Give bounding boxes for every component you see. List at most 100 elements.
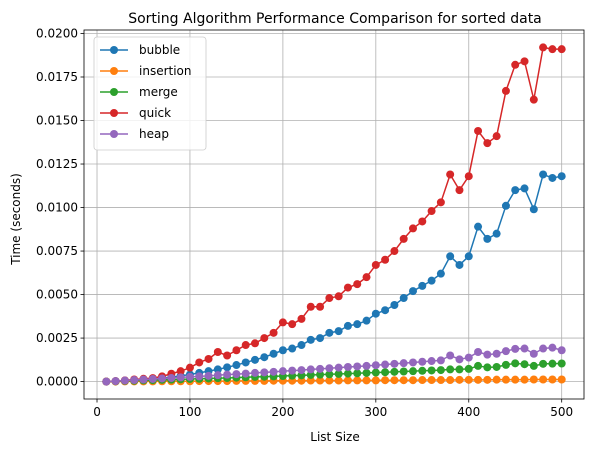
data-point-bubble — [464, 252, 473, 261]
data-point-heap — [195, 372, 204, 381]
data-point-heap — [204, 371, 213, 380]
legend: bubble insertion merge quick heap — [93, 36, 207, 151]
data-point-heap — [213, 371, 222, 380]
data-point-heap — [399, 359, 408, 368]
data-point-bubble — [381, 306, 390, 315]
x-tick-label: 0 — [93, 405, 101, 419]
data-point-quick — [353, 280, 362, 289]
data-point-heap — [334, 363, 343, 372]
data-point-heap — [251, 368, 260, 377]
data-point-bubble — [511, 186, 520, 195]
data-point-bubble — [213, 365, 222, 374]
legend-item-merge: merge — [100, 85, 178, 99]
data-point-heap — [492, 349, 501, 358]
data-point-merge — [418, 366, 427, 375]
data-point-quick — [278, 318, 287, 327]
data-point-merge — [501, 360, 510, 369]
data-point-bubble — [371, 309, 380, 318]
data-point-heap — [427, 357, 436, 366]
data-point-quick — [241, 341, 250, 350]
data-point-insertion — [325, 376, 334, 385]
legend-item-heap: heap — [100, 127, 169, 141]
data-point-quick — [288, 320, 297, 329]
data-point-quick — [223, 351, 232, 360]
data-point-bubble — [241, 358, 250, 367]
data-point-insertion — [371, 376, 380, 385]
data-point-merge — [325, 370, 334, 379]
legend-label: quick — [139, 106, 171, 120]
data-point-heap — [241, 369, 250, 378]
legend-item-bubble: bubble — [100, 43, 180, 57]
series-layer — [102, 43, 566, 386]
data-point-heap — [278, 367, 287, 376]
data-point-bubble — [251, 355, 260, 364]
data-point-bubble — [288, 344, 297, 353]
data-point-quick — [474, 126, 483, 135]
data-point-bubble — [492, 229, 501, 238]
data-point-bubble — [483, 234, 492, 243]
data-point-heap — [520, 344, 529, 353]
data-point-merge — [455, 365, 464, 374]
data-point-quick — [511, 60, 520, 69]
data-point-insertion — [474, 375, 483, 384]
data-point-quick — [557, 45, 566, 54]
data-point-heap — [232, 370, 241, 379]
data-point-heap — [418, 357, 427, 366]
grid-layer — [84, 30, 584, 399]
data-point-bubble — [269, 349, 278, 358]
data-point-heap — [548, 343, 557, 352]
x-tick-label: 400 — [457, 405, 480, 419]
data-point-heap — [455, 355, 464, 364]
legend-marker — [110, 67, 118, 75]
y-tick-label: 0.0000 — [36, 375, 78, 389]
data-point-insertion — [343, 376, 352, 385]
y-tick-label: 0.0200 — [36, 26, 78, 40]
data-point-merge — [492, 362, 501, 371]
data-point-merge — [464, 364, 473, 373]
data-point-quick — [232, 346, 241, 355]
data-point-merge — [520, 360, 529, 369]
y-tick-label: 0.0175 — [36, 70, 78, 84]
data-point-heap — [511, 344, 520, 353]
data-point-bubble — [297, 341, 306, 350]
data-point-heap — [111, 377, 120, 386]
data-point-bubble — [408, 287, 417, 296]
data-point-quick — [195, 358, 204, 367]
data-point-heap — [167, 373, 176, 382]
data-point-heap — [390, 359, 399, 368]
data-point-bubble — [501, 201, 510, 210]
y-ticks: 0.0000 0.0025 0.0050 0.0075 0.0100 0.0125 0.01… — [36, 26, 84, 389]
data-point-heap — [408, 358, 417, 367]
chart-title: Sorting Algorithm Performance Comparison… — [128, 11, 542, 27]
x-axis-label: List Size — [310, 430, 359, 444]
data-point-quick — [539, 43, 548, 52]
data-point-merge — [306, 370, 315, 379]
y-tick-label: 0.0100 — [36, 201, 78, 215]
data-point-quick — [269, 328, 278, 337]
data-point-merge — [408, 367, 417, 376]
data-point-merge — [390, 367, 399, 376]
legend-label: bubble — [139, 43, 180, 57]
data-point-heap — [185, 372, 194, 381]
x-tick-label: 200 — [271, 405, 294, 419]
data-point-quick — [325, 294, 334, 303]
data-point-insertion — [334, 376, 343, 385]
data-point-merge — [343, 369, 352, 378]
data-point-insertion — [511, 375, 520, 384]
data-point-quick — [520, 57, 529, 66]
data-point-insertion — [501, 375, 510, 384]
data-point-quick — [306, 302, 315, 311]
data-point-heap — [557, 346, 566, 355]
data-point-heap — [288, 366, 297, 375]
data-point-quick — [501, 86, 510, 95]
x-tick-label: 300 — [364, 405, 387, 419]
data-point-merge — [529, 361, 538, 370]
data-point-quick — [418, 217, 427, 226]
data-point-bubble — [520, 184, 529, 193]
data-point-merge — [371, 368, 380, 377]
data-point-bubble — [474, 222, 483, 231]
data-point-insertion — [427, 376, 436, 385]
data-point-heap — [464, 353, 473, 362]
data-point-merge — [399, 367, 408, 376]
data-point-insertion — [408, 376, 417, 385]
